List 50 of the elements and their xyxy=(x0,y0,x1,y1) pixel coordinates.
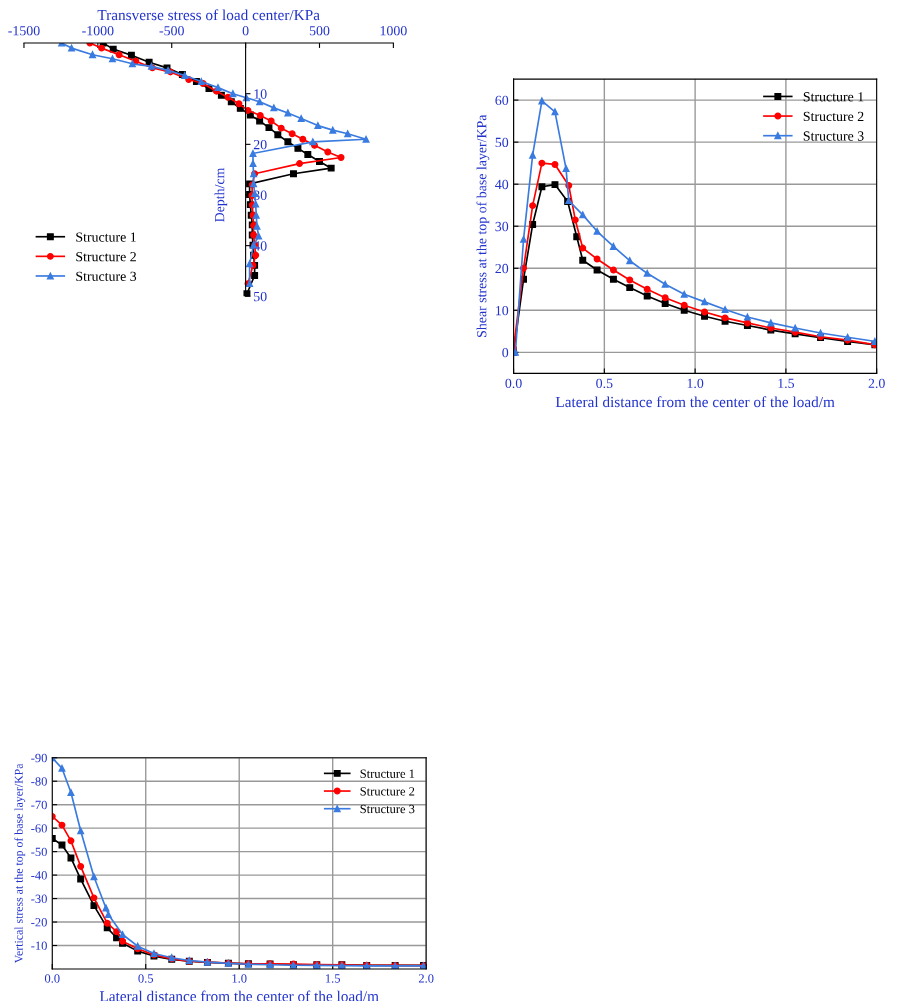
y-tick-label: 40 xyxy=(495,179,509,190)
legend-label: Structure 2 xyxy=(360,787,415,796)
y-tick-label: -30 xyxy=(31,894,47,904)
legend-label: Structure 2 xyxy=(76,252,136,262)
x-axis-title: Transverse stress of load center/KPa xyxy=(97,9,320,21)
y-tick-label: 20 xyxy=(495,263,509,274)
x-tick-label: -500 xyxy=(159,25,184,36)
legend-label: Structure 2 xyxy=(803,111,864,122)
legend-label: Structure 1 xyxy=(76,232,136,242)
x-tick-label: 0.5 xyxy=(596,378,613,389)
x-tick-label: 1000 xyxy=(380,25,407,36)
y-axis-title: Depth/cm xyxy=(214,167,228,222)
y-tick-label: 50 xyxy=(495,137,509,148)
x-tick-label: 1.0 xyxy=(687,378,704,389)
y-tick-label: 10 xyxy=(496,305,509,316)
x-tick-label: 500 xyxy=(309,25,330,36)
legend-label: Structure 3 xyxy=(360,804,415,814)
y-axis-title: Vertical stress at the top of base layer/KPa xyxy=(14,763,26,964)
y-tick-label: -90 xyxy=(31,753,47,763)
x-tick-label: 0.0 xyxy=(505,378,522,389)
y-tick-label: -10 xyxy=(31,941,47,950)
legend-label: Structure 3 xyxy=(803,131,864,141)
legend-label: Structure 3 xyxy=(76,271,137,281)
y-tick-label: 20 xyxy=(253,139,267,150)
y-axis-title: Shear stress at the top of base layer/KPa xyxy=(476,114,490,337)
legend-label: Structure 1 xyxy=(803,92,864,102)
x-tick-label: -1500 xyxy=(8,25,40,36)
y-tick-label: -70 xyxy=(31,800,47,810)
x-tick-label: 0.0 xyxy=(44,974,60,983)
x-tick-label: 1.0 xyxy=(232,974,247,983)
y-tick-label: 0 xyxy=(502,347,509,358)
y-tick-label: -80 xyxy=(31,777,47,786)
x-tick-label: 0.5 xyxy=(138,974,154,983)
y-tick-label: 60 xyxy=(495,95,509,106)
x-axis-title: Lateral distance from the center of the load/m xyxy=(99,990,379,1001)
x-tick-label: 2.0 xyxy=(418,974,434,983)
y-tick-label: -50 xyxy=(31,847,47,857)
x-tick-label: 1.5 xyxy=(778,378,795,389)
y-tick-label: 10 xyxy=(254,89,267,99)
legend-label: Structure 1 xyxy=(360,769,415,778)
x-tick-label: 1.5 xyxy=(325,974,341,983)
y-tick-label: 50 xyxy=(254,291,267,302)
x-tick-label: 2.0 xyxy=(868,378,885,389)
y-tick-label: 30 xyxy=(495,221,509,232)
x-axis-title: Lateral distance from the center of the load/m xyxy=(555,396,835,408)
x-tick-label: 0 xyxy=(242,25,249,36)
y-tick-label: -20 xyxy=(31,918,47,927)
x-tick-label: -1000 xyxy=(82,25,114,36)
y-tick-label: -60 xyxy=(31,824,47,833)
y-tick-label: -40 xyxy=(31,871,47,880)
